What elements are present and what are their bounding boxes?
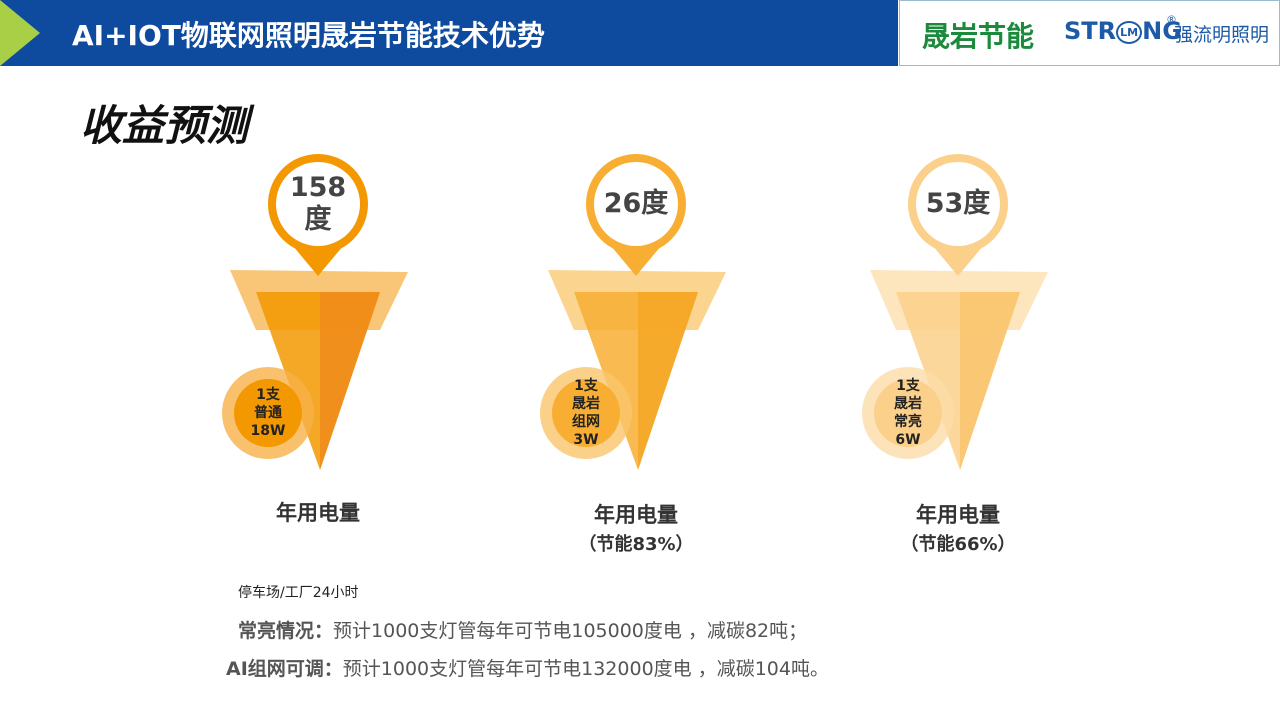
lamp-inner	[234, 379, 302, 447]
lamp-line: 组网	[572, 414, 600, 430]
pin-face	[594, 162, 678, 246]
lamp-line: 18W	[250, 423, 286, 439]
logo-en-end: NG	[1142, 17, 1182, 45]
footer-row: AI组网可调：预计1000支灯管每年可节电132000度电 ，减碳104吨。	[226, 654, 829, 681]
bubble-value: 26度	[603, 188, 669, 219]
saving: （节能66%）	[900, 534, 1016, 555]
lamp-inner	[552, 379, 620, 447]
row-text: 预计1000支灯管每年可节电132000度电 ，减碳104吨。	[342, 658, 829, 680]
lamp-line: 1支	[896, 378, 920, 394]
pin-face	[276, 162, 360, 246]
logo-brand-cn: 晟岩节能	[922, 20, 1035, 53]
logo-tagline: 强流明照明	[1174, 24, 1270, 46]
row-text: 预计1000支灯管每年可节电105000度电 ，减碳82吨；	[333, 620, 808, 642]
footer-note: 停车场/工厂24小时	[238, 585, 359, 601]
logo-en-start: STR	[1064, 17, 1117, 45]
header-arrow	[0, 0, 40, 66]
lamp-inner	[874, 379, 942, 447]
lamp-line: 1支	[574, 378, 598, 394]
lamp-label: 1支晟岩常亮 6W	[873, 377, 943, 449]
lamp-line: 普通	[254, 405, 282, 421]
saving: （节能83%）	[578, 534, 694, 555]
lamp-line: 3W	[573, 432, 599, 448]
section-title: 收益预测	[80, 101, 249, 150]
lamp-line: 常亮	[894, 414, 922, 430]
header-bar	[0, 0, 898, 66]
row-label: 常亮情况：	[238, 620, 334, 642]
funnel-shade	[320, 292, 380, 470]
caption: 年用电量	[276, 501, 360, 525]
logo-brand-en: STR LM NG	[1064, 17, 1182, 45]
logo: 晟岩节能 STR LM NG ® 强流明照明	[899, 0, 1280, 66]
lamp-line: 晟岩	[572, 396, 600, 412]
logo-en-mark: LM	[1116, 20, 1143, 44]
funnel-shade	[638, 292, 698, 470]
lamp-line: 1支	[256, 387, 280, 403]
lamp-line: 6W	[895, 432, 921, 448]
bubble-value: 158度	[289, 172, 347, 235]
header-title: AI+IOT物联网照明晟岩节能技术优势	[72, 19, 545, 52]
bubble-value: 53度	[925, 188, 991, 219]
pin-face	[916, 162, 1000, 246]
lamp-line: 晟岩	[894, 396, 922, 412]
caption: 年用电量	[916, 503, 1000, 527]
logo-registered: ®	[1166, 13, 1177, 26]
footer-row: 常亮情况：预计1000支灯管每年可节电105000度电 ，减碳82吨；	[238, 616, 807, 643]
lamp-label: 1支普通 18W	[233, 386, 303, 440]
row-label: AI组网可调：	[226, 658, 343, 680]
caption: 年用电量	[594, 503, 678, 527]
funnel-shade	[960, 292, 1020, 470]
lamp-label: 1支晟岩组网 3W	[551, 377, 621, 449]
